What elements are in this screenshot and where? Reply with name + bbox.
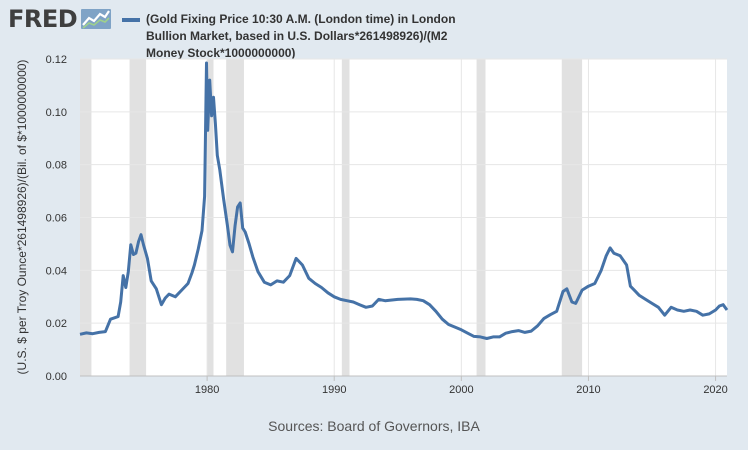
y-tick-label: 0.06 — [46, 213, 67, 225]
chart-header: FRED (Gold Fixing Price 10:30 A.M. (Lond… — [0, 0, 748, 60]
y-tick-label: 0.10 — [46, 107, 67, 119]
x-tick-label: 1990 — [322, 384, 346, 396]
line-chart: 0.00 0.02 0.04 0.06 0.08 0.10 0.12 1980 1990 2000… — [46, 54, 729, 396]
y-tick-label: 0.00 — [46, 371, 67, 383]
x-tick-label: 1980 — [195, 384, 219, 396]
sources-footer: Sources: Board of Governors, IBA — [268, 418, 480, 434]
legend-series-label: (Gold Fixing Price 10:30 A.M. (London ti… — [146, 12, 456, 60]
fred-logo-text: FRED — [8, 5, 78, 33]
fred-logo[interactable]: FRED — [8, 5, 112, 33]
fred-line-chart-icon — [81, 9, 112, 29]
x-tick-label: 2020 — [703, 384, 727, 396]
y-tick-label: 0.08 — [46, 160, 67, 172]
x-tick-label: 2010 — [576, 384, 600, 396]
y-tick-label: 0.12 — [46, 54, 67, 66]
x-tick-label: 2000 — [449, 384, 473, 396]
legend-swatch — [122, 18, 140, 22]
y-tick-label: 0.02 — [46, 318, 67, 330]
y-axis-label: (U.S. $ per Troy Ounce*261498926)/(Bil. … — [15, 59, 29, 375]
chart-legend: (Gold Fixing Price 10:30 A.M. (London ti… — [122, 11, 722, 62]
series-line — [79, 61, 729, 340]
y-tick-label: 0.04 — [46, 265, 67, 277]
